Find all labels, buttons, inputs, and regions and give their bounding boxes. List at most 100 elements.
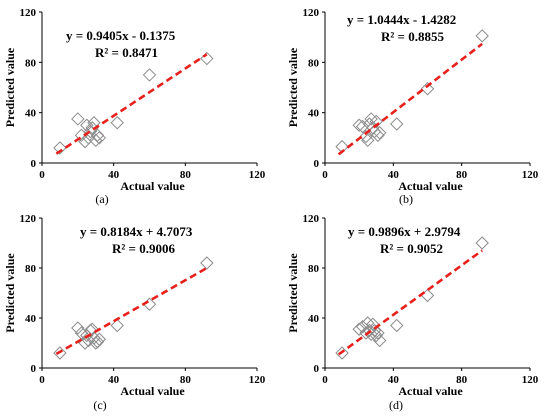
data-point: [361, 133, 375, 148]
y-tick-label: 120: [303, 213, 320, 225]
data-point: [89, 133, 103, 148]
panel-label: (b): [399, 192, 413, 206]
y-tick-label: 80: [25, 57, 37, 69]
r-squared-label: R² = 0.8855: [381, 29, 444, 44]
data-point: [390, 117, 404, 131]
x-tick-label: 0: [322, 169, 328, 181]
r-squared-label: R² = 0.9052: [380, 241, 443, 256]
data-point: [71, 321, 85, 335]
regression-equation: y = 0.9405x - 0.1375: [66, 28, 176, 43]
y-tick-label: 120: [20, 213, 37, 225]
data-point: [53, 141, 67, 155]
x-axis-title: Actual value: [120, 179, 185, 193]
x-tick-label: 80: [180, 169, 192, 181]
data-point: [85, 121, 99, 135]
data-point: [335, 346, 349, 360]
y-tick-label: 0: [314, 363, 320, 375]
panel-a: 0 40 80 120 0 40 80 120 Actual value Predicted va…: [3, 7, 266, 206]
x-tick-label: 40: [108, 374, 120, 386]
x-tick-label: 120: [522, 374, 539, 386]
panel-label: (d): [389, 398, 403, 412]
data-point: [369, 114, 383, 129]
data-point: [372, 333, 387, 348]
x-tick-label: 40: [108, 169, 120, 181]
data-point: [71, 112, 85, 126]
x-tick-label: 80: [456, 169, 468, 181]
trend-line: [337, 249, 483, 356]
x-tick-label: 80: [180, 374, 192, 386]
regression-equation: y = 0.8184x + 4.7073: [80, 224, 193, 239]
panel-label: (a): [95, 192, 108, 206]
panel-c: 0 40 80 120 0 40 80 120 Actual value Predicted va…: [3, 213, 266, 412]
y-axis-title: Predicted value: [286, 253, 300, 333]
data-point: [420, 288, 435, 303]
data-point: [90, 128, 105, 143]
data-point: [475, 236, 489, 250]
data-point: [361, 316, 375, 330]
panel-b: 0 40 80 120 0 40 80 120 Actual value Predicted va…: [286, 7, 539, 206]
y-tick-label: 40: [25, 108, 37, 120]
y-tick-label: 0: [31, 158, 37, 170]
y-tick-label: 0: [31, 363, 37, 375]
data-point: [355, 119, 370, 134]
data-point: [355, 320, 370, 334]
y-tick-label: 80: [308, 263, 320, 275]
data-point: [367, 323, 382, 338]
data-point: [78, 134, 92, 149]
data-point: [92, 131, 107, 145]
data-point: [92, 332, 107, 346]
y-axis-title: Predicted value: [3, 253, 17, 333]
r-squared-label: R² = 0.8471: [95, 45, 158, 60]
data-point: [372, 126, 387, 140]
y-tick-label: 120: [20, 7, 37, 19]
y-tick-label: 40: [308, 108, 320, 120]
data-point: [362, 117, 377, 131]
x-axis-title: Actual value: [398, 384, 463, 398]
y-tick-label: 80: [25, 263, 37, 275]
data-point: [110, 318, 124, 333]
x-axis-title: Actual value: [120, 384, 185, 398]
data-point: [371, 326, 385, 340]
x-tick-label: 80: [456, 374, 468, 386]
regression-equation: y = 0.9896x + 2.9794: [348, 224, 461, 239]
data-point: [352, 118, 366, 132]
data-point: [390, 318, 404, 333]
x-tick-label: 120: [522, 169, 539, 181]
data-point: [420, 82, 435, 96]
x-tick-label: 120: [249, 374, 266, 386]
trend-line: [55, 53, 208, 155]
data-point: [142, 68, 157, 82]
data-point: [475, 29, 489, 43]
y-tick-label: 0: [314, 158, 320, 170]
r-squared-label: R² = 0.9006: [112, 241, 175, 256]
trend-line: [337, 42, 483, 156]
data-point: [359, 129, 373, 144]
x-tick-label: 0: [39, 169, 45, 181]
data-point: [366, 317, 380, 331]
data-point: [200, 256, 214, 270]
data-point: [200, 51, 214, 66]
trend-line: [55, 266, 208, 356]
x-axis-title: Actual value: [398, 179, 463, 193]
y-axis-title: Predicted value: [3, 47, 17, 127]
data-point: [110, 116, 124, 130]
panel-d: 0 40 80 120 0 40 80 120 Actual value Predicted va…: [286, 213, 539, 412]
x-tick-label: 120: [249, 169, 266, 181]
x-tick-label: 40: [388, 374, 400, 386]
regression-equation: y = 1.0444x - 1.4282: [347, 12, 456, 27]
data-point: [362, 323, 377, 338]
y-tick-label: 40: [25, 313, 37, 325]
x-tick-label: 0: [39, 374, 45, 386]
y-axis-title: Predicted value: [286, 47, 300, 127]
data-point: [85, 322, 99, 336]
data-point: [352, 322, 366, 336]
x-tick-label: 0: [322, 374, 328, 386]
data-point: [53, 346, 67, 360]
y-tick-label: 120: [303, 7, 320, 19]
y-tick-label: 40: [308, 313, 320, 325]
panel-label: (c): [93, 398, 106, 412]
x-tick-label: 40: [388, 169, 400, 181]
data-point: [81, 333, 96, 348]
y-tick-label: 80: [308, 57, 320, 69]
